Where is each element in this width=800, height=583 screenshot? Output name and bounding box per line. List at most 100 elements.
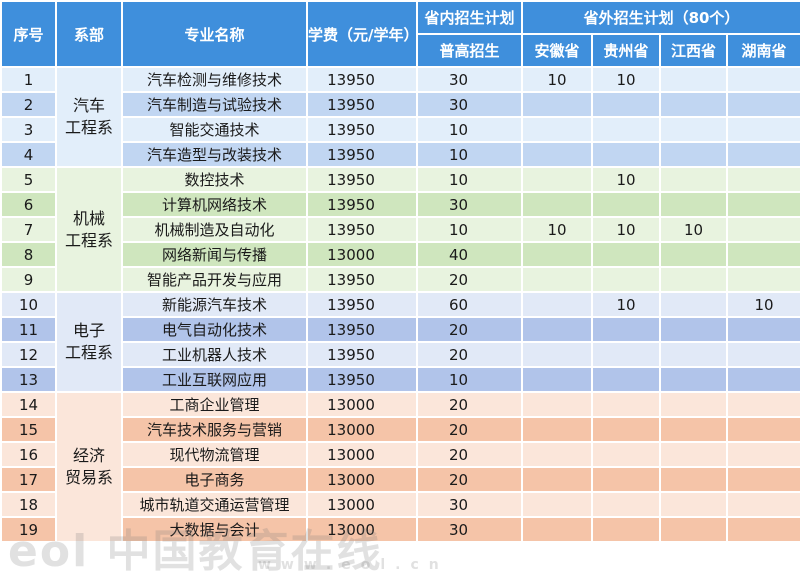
table-row: 13 工业互联网应用 13950 10 <box>0 366 800 393</box>
cell-province-2 <box>659 191 728 218</box>
cell-province-2 <box>659 291 728 318</box>
cell-province-2 <box>659 366 728 393</box>
cell-province-1 <box>591 441 661 468</box>
cell-regular: 30 <box>416 491 523 518</box>
department-name-line1: 电子 <box>72 321 105 340</box>
cell-province-0 <box>521 241 593 268</box>
cell-province-0: 10 <box>521 216 593 243</box>
header-seq: 序号 <box>0 0 57 68</box>
cell-seq: 4 <box>0 141 57 168</box>
cell-department: 经济 贸易系 <box>55 391 123 543</box>
cell-regular: 20 <box>416 316 523 343</box>
cell-tuition: 13000 <box>306 416 418 443</box>
enrollment-plan-table: 序号 系部 专业名称 学费（元/学年） 省内招生计划 省外招生计划（80个） 普… <box>0 0 800 543</box>
cell-seq: 1 <box>0 66 57 93</box>
department-name-line2: 工程系 <box>64 343 113 362</box>
cell-province-3 <box>726 391 800 418</box>
cell-regular: 30 <box>416 91 523 118</box>
cell-regular: 20 <box>416 416 523 443</box>
cell-regular: 10 <box>416 141 523 168</box>
department-name-line1: 机械 <box>72 208 105 228</box>
cell-province-3 <box>726 241 800 268</box>
cell-seq: 17 <box>0 466 57 493</box>
cell-seq: 11 <box>0 316 57 343</box>
cell-province-2 <box>659 66 728 93</box>
cell-province-3 <box>726 416 800 443</box>
cell-province-3 <box>726 516 800 543</box>
cell-seq: 8 <box>0 241 57 268</box>
cell-major: 工业机器人技术 <box>121 341 308 368</box>
cell-province-1 <box>591 466 661 493</box>
cell-province-0 <box>521 91 593 118</box>
cell-province-3 <box>726 91 800 118</box>
cell-province-0 <box>521 341 593 368</box>
cell-regular: 20 <box>416 341 523 368</box>
cell-seq: 18 <box>0 491 57 518</box>
cell-major: 数控技术 <box>121 166 308 193</box>
cell-department: 机械 工程系 <box>55 166 123 293</box>
cell-regular: 20 <box>416 391 523 418</box>
department-name-line2: 工程系 <box>64 118 113 137</box>
cell-seq: 12 <box>0 341 57 368</box>
cell-province-0 <box>521 191 593 218</box>
cell-regular: 20 <box>416 466 523 493</box>
cell-province-1 <box>591 191 661 218</box>
department-name-line2: 工程系 <box>64 230 113 250</box>
cell-major: 汽车造型与改装技术 <box>121 141 308 168</box>
cell-tuition: 13950 <box>306 216 418 243</box>
header-major: 专业名称 <box>121 0 308 68</box>
cell-major: 城市轨道交通运营管理 <box>121 491 308 518</box>
cell-seq: 13 <box>0 366 57 393</box>
cell-regular: 10 <box>416 116 523 143</box>
cell-province-0 <box>521 116 593 143</box>
cell-province-1 <box>591 316 661 343</box>
table-row: 17 电子商务 13000 20 <box>0 466 800 493</box>
header-out-province-plan: 省外招生计划（80个） <box>521 0 800 35</box>
cell-province-2 <box>659 466 728 493</box>
cell-province-3 <box>726 491 800 518</box>
cell-province-1: 10 <box>591 291 661 318</box>
cell-tuition: 13950 <box>306 341 418 368</box>
cell-major: 机械制造及自动化 <box>121 216 308 243</box>
table-row: 12 工业机器人技术 13950 20 <box>0 341 800 368</box>
cell-seq: 19 <box>0 516 57 543</box>
table-row: 10 电子 工程系 新能源汽车技术 13950 60 10 10 <box>0 291 800 393</box>
cell-major: 电子商务 <box>121 466 308 493</box>
cell-province-2 <box>659 116 728 143</box>
cell-tuition: 13950 <box>306 291 418 318</box>
cell-tuition: 13950 <box>306 266 418 293</box>
table-row: 14 经济 贸易系 工商企业管理 13000 20 <box>0 391 800 543</box>
watermark-sub-text: www.eol.cn <box>258 557 449 573</box>
cell-province-1 <box>591 91 661 118</box>
department-name-line1: 汽车 <box>72 96 105 115</box>
cell-province-3: 10 <box>726 291 800 318</box>
cell-province-3 <box>726 441 800 468</box>
cell-province-0: 10 <box>521 66 593 93</box>
cell-seq: 3 <box>0 116 57 143</box>
cell-province-3 <box>726 266 800 293</box>
cell-province-1 <box>591 516 661 543</box>
cell-regular: 20 <box>416 441 523 468</box>
cell-province-1 <box>591 491 661 518</box>
cell-major: 智能交通技术 <box>121 116 308 143</box>
cell-regular: 60 <box>416 291 523 318</box>
cell-major: 工商企业管理 <box>121 391 308 418</box>
cell-province-3 <box>726 166 800 193</box>
table-row: 7 机械制造及自动化 13950 10 10 10 10 <box>0 216 800 243</box>
cell-regular: 30 <box>416 191 523 218</box>
cell-province-3 <box>726 316 800 343</box>
cell-province-1: 10 <box>591 166 661 193</box>
cell-seq: 2 <box>0 91 57 118</box>
cell-province-1 <box>591 366 661 393</box>
cell-major: 工业互联网应用 <box>121 366 308 393</box>
cell-province-2 <box>659 266 728 293</box>
cell-province-1 <box>591 416 661 443</box>
cell-province-1 <box>591 391 661 418</box>
cell-major: 大数据与会计 <box>121 516 308 543</box>
cell-province-2 <box>659 316 728 343</box>
table-row: 2 汽车制造与试验技术 13950 30 <box>0 91 800 118</box>
header-tuition: 学费（元/学年） <box>306 0 418 68</box>
cell-tuition: 13950 <box>306 166 418 193</box>
cell-seq: 14 <box>0 391 57 418</box>
cell-tuition: 13000 <box>306 516 418 543</box>
